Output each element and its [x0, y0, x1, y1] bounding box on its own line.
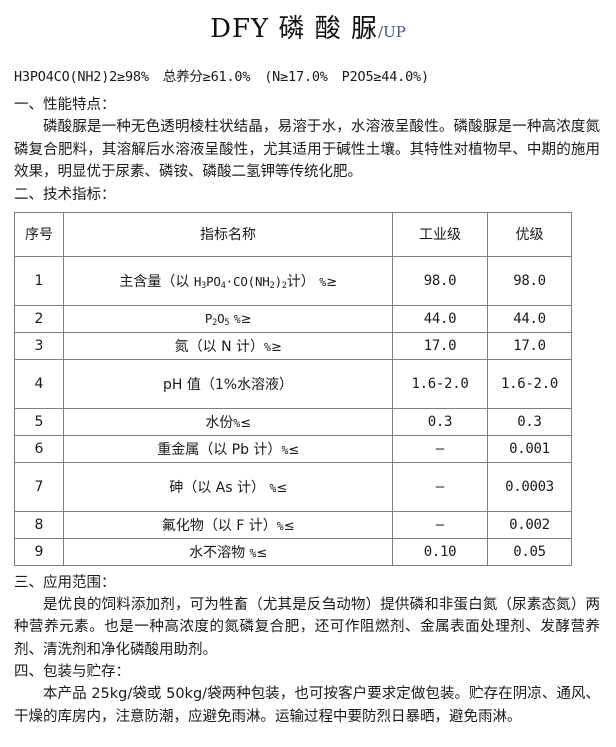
cell-no: 2 — [14, 304, 64, 333]
table-row: 7 砷（以 As 计） %≤ – 0.0003 — [14, 461, 572, 512]
cell-operator: ≤ — [283, 518, 295, 534]
percent-symbol: % — [269, 480, 277, 495]
table-row: 2 P2O5 %≥ 44.0 44.0 — [14, 304, 572, 333]
cell-premium: 0.0003 — [487, 461, 572, 512]
spec-table: 序号 指标名称 工业级 优级 1 主含量（以 H3PO4·CO(NH2)2计） … — [14, 211, 572, 566]
cell-no: 6 — [14, 434, 64, 463]
formula-segment-p2o5: P2O5≥44.0%) — [341, 69, 429, 85]
chem-formula-row1: H3PO4·CO(NH2)2 — [193, 273, 287, 291]
cell-name: 主含量（以 H3PO4·CO(NH2)2计） %≥ — [63, 255, 393, 306]
table-row: 5 水份%≤ 0.3 0.3 — [14, 407, 572, 436]
cell-name-text: 砷（以 As 计） — [169, 479, 270, 496]
table-row: 1 主含量（以 H3PO4·CO(NH2)2计） %≥ 98.0 98.0 — [14, 255, 572, 306]
cell-industrial: 0.10 — [392, 537, 488, 566]
cell-no: 8 — [14, 510, 64, 539]
cell-name: 氟化物（以 F 计）%≤ — [63, 510, 393, 539]
table-row: 4 pH 值（1%水溶液） 1.6-2.0 1.6-2.0 — [14, 358, 572, 409]
cell-premium: 17.0 — [487, 331, 572, 360]
header-cell-no: 序号 — [14, 211, 64, 257]
header-cell-industrial: 工业级 — [392, 211, 488, 257]
percent-symbol: % — [233, 415, 241, 430]
cell-no: 9 — [14, 537, 64, 566]
cell-no: 5 — [14, 407, 64, 436]
table-row: 6 重金属（以 Pb 计）%≤ – 0.001 — [14, 434, 572, 463]
cell-name-text: 水不溶物 — [189, 544, 250, 561]
percent-symbol: % — [276, 518, 284, 533]
cell-industrial: 17.0 — [392, 331, 488, 360]
cell-name-text: 重金属（以 Pb 计） — [157, 441, 282, 458]
cell-no: 4 — [14, 358, 64, 409]
header-cell-name: 指标名称 — [63, 211, 393, 257]
section-heading-specs: 二、技术指标： — [14, 186, 116, 203]
cell-no: 7 — [14, 461, 64, 512]
table-header-row: 序号 指标名称 工业级 优级 — [14, 211, 572, 257]
cell-operator: ≥ — [240, 311, 252, 327]
cell-operator: ≤ — [256, 545, 267, 561]
cell-industrial: 98.0 — [392, 255, 488, 306]
section-heading-applications: 三、应用范围： — [14, 574, 116, 591]
cell-name-text: 氟化物（以 F 计） — [161, 517, 277, 534]
cell-name: 水不溶物 %≤ — [63, 537, 393, 566]
formula-segment-main: H3PO4CO(NH2)2≥98% — [14, 69, 149, 85]
formula-segment-total-nutrient: 总养分≥61.0% — [162, 69, 251, 85]
cell-name: 重金属（以 Pb 计）%≤ — [63, 434, 393, 463]
section-paragraph-features: 磷酸脲是一种无色透明棱柱状结晶，易溶于水，水溶液呈酸性。磷酸脲是一种高浓度氮磷复… — [14, 119, 600, 180]
spec-table-container: 序号 指标名称 工业级 优级 1 主含量（以 H3PO4·CO(NH2)2计） … — [14, 211, 572, 566]
cell-industrial: – — [392, 434, 488, 463]
cell-name: 砷（以 As 计） %≤ — [63, 461, 393, 512]
header-cell-premium: 优级 — [487, 211, 572, 257]
cell-industrial: – — [392, 461, 488, 512]
cell-premium: 0.3 — [487, 407, 572, 436]
percent-symbol: % — [233, 311, 241, 326]
page-title: DFY 磷 酸 脲/UP — [0, 0, 616, 45]
cell-industrial: 44.0 — [392, 304, 488, 333]
cell-no: 1 — [14, 255, 64, 306]
cell-name-prefix: 主含量（以 — [119, 273, 194, 290]
cell-operator: ≥ — [326, 274, 337, 290]
chem-formula-row2: P2O5 — [204, 310, 230, 328]
cell-operator: ≤ — [240, 415, 251, 431]
table-row: 3 氮（以 N 计）%≥ 17.0 17.0 — [14, 331, 572, 360]
formula-segment-nitrogen: (N≥17.0% — [264, 69, 328, 85]
cell-premium: 98.0 — [487, 255, 572, 306]
cell-name: 氮（以 N 计）%≥ — [63, 331, 393, 360]
title-suffix-text: /UP — [378, 23, 406, 41]
cell-name-text: 水份 — [205, 414, 234, 431]
table-row: 9 水不溶物 %≤ 0.10 0.05 — [14, 537, 572, 566]
cell-premium: 0.05 — [487, 537, 572, 566]
cell-name: 水份%≤ — [63, 407, 393, 436]
section-paragraph-applications: 是优良的饲料添加剂，可为牲畜（尤其是反刍动物）提供磷和非蛋白氮（尿素态氮）两种营… — [14, 596, 600, 658]
cell-operator: ≤ — [288, 442, 299, 458]
cell-premium: 1.6-2.0 — [487, 358, 572, 409]
cell-no: 3 — [14, 331, 64, 360]
percent-symbol: % — [319, 274, 327, 289]
title-main-text: DFY 磷 酸 脲 — [210, 14, 379, 44]
cell-name: pH 值（1%水溶液） — [63, 358, 393, 409]
table-row: 8 氟化物（以 F 计）%≤ – 0.002 — [14, 510, 572, 539]
cell-premium: 0.001 — [487, 434, 572, 463]
cell-name-text: 氮（以 N 计） — [174, 338, 265, 355]
section-heading-features: 一、性能特点： — [14, 97, 116, 113]
cell-name: P2O5 %≥ — [63, 304, 393, 333]
section-paragraph-packaging: 本产品 25kg/袋或 50kg/袋两种包装，也可按客户要求定做包装。贮存在阴凉… — [14, 686, 600, 725]
formula-summary-line: H3PO4CO(NH2)2≥98% 总养分≥61.0% (N≥17.0% P2O5≥4… — [14, 65, 616, 85]
percent-symbol: % — [264, 339, 271, 354]
section-heading-packaging: 四、包装与贮存： — [14, 664, 130, 680]
cell-industrial: – — [392, 510, 488, 539]
cell-premium: 0.002 — [487, 510, 572, 539]
cell-operator: ≤ — [276, 480, 287, 496]
percent-symbol: % — [281, 442, 289, 457]
cell-industrial: 0.3 — [392, 407, 488, 436]
cell-operator: ≥ — [270, 339, 282, 355]
percent-symbol: % — [249, 545, 257, 560]
cell-industrial: 1.6-2.0 — [392, 358, 488, 409]
cell-premium: 44.0 — [487, 304, 572, 333]
cell-name-suffix: 计） — [286, 273, 315, 290]
